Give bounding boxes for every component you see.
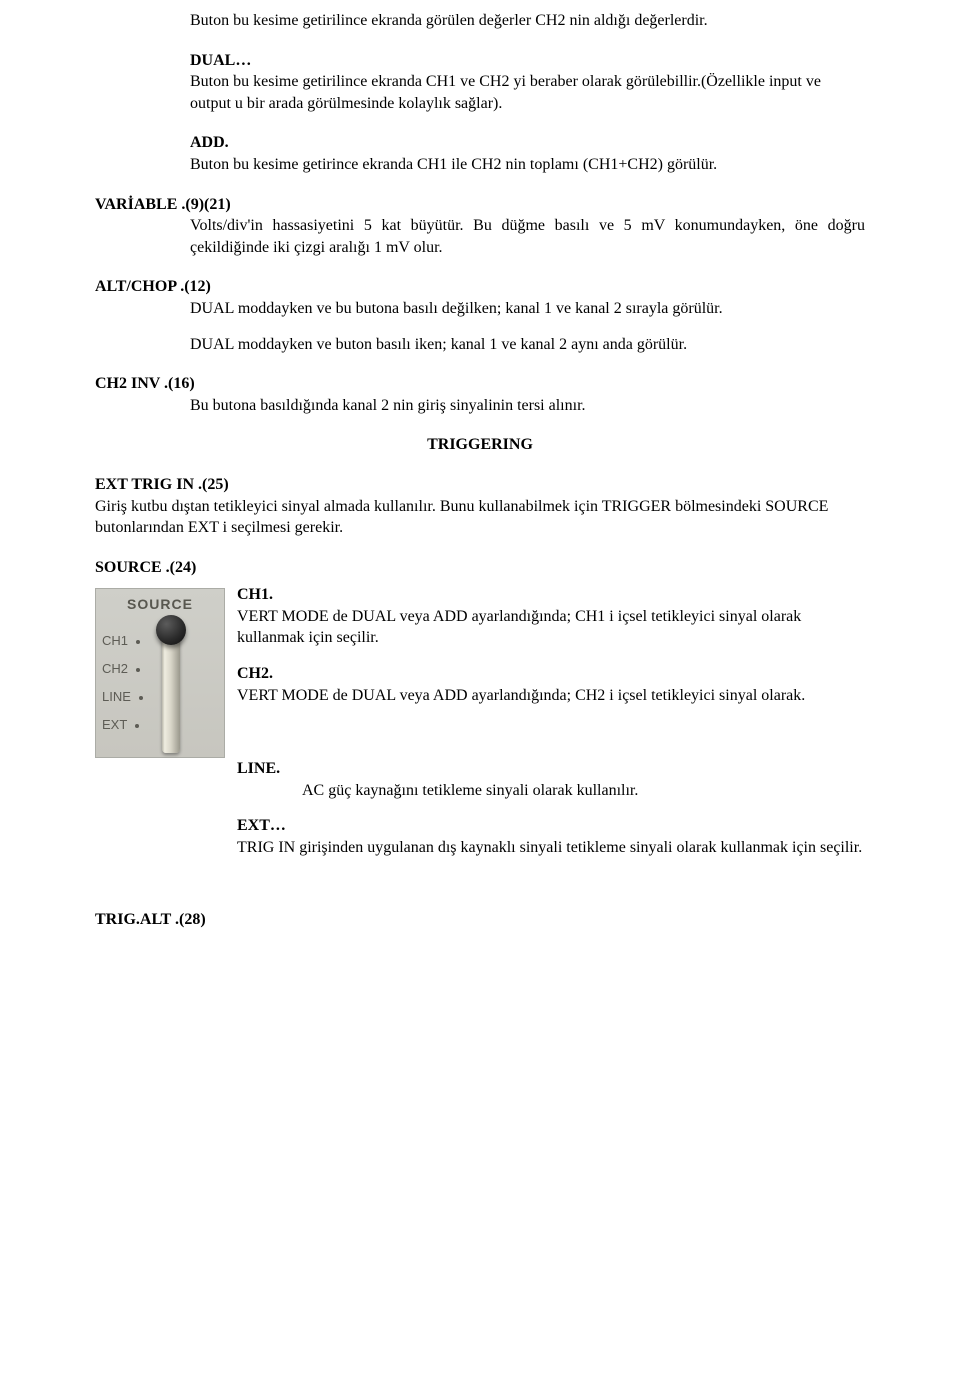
variable-head: VARİABLE .(9)(21)	[95, 196, 231, 213]
document-page: Buton bu kesime getirilince ekranda görü…	[0, 0, 960, 988]
variable-body: Volts/div'in hassasiyetini 5 kat büyütür…	[95, 215, 865, 258]
ch2inv-body: Bu butona basıldığında kanal 2 nin giriş…	[95, 395, 865, 417]
source-head: SOURCE .(24)	[95, 559, 196, 576]
source-continued: LINE. AC güç kaynağını tetikleme sinyali…	[95, 758, 865, 858]
knob-labels: CH1 CH2 LINE EXT	[102, 627, 143, 739]
source-ch2-body: VERT MODE de DUAL veya ADD ayarlandığınd…	[237, 685, 865, 707]
add-block: ADD. Buton bu kesime getirince ekranda C…	[95, 132, 865, 175]
source-line-body: AC güç kaynağını tetikleme sinyali olara…	[237, 780, 865, 802]
ext-trig-block: EXT TRIG IN .(25) Giriş kutbu dıştan tet…	[95, 474, 865, 539]
altchop-block: ALT/CHOP .(12) DUAL moddayken ve bu buto…	[95, 276, 865, 355]
add-head: ADD.	[190, 134, 229, 151]
knob-label-ch1: CH1	[102, 633, 128, 648]
variable-block: VARİABLE .(9)(21) Volts/div'in hassasiye…	[95, 194, 865, 259]
source-line-head: LINE.	[237, 760, 280, 777]
source-knob-image: SOURCE CH1 CH2 LINE EXT	[95, 588, 225, 758]
knob-tip	[156, 615, 186, 645]
altchop-head: ALT/CHOP .(12)	[95, 278, 211, 295]
source-ch2-head: CH2.	[237, 665, 273, 682]
source-ext-body: TRIG IN girişinden uygulanan dış kaynakl…	[237, 837, 865, 859]
altchop-body2: DUAL moddayken ve buton basılı iken; kan…	[95, 334, 865, 356]
dot-icon	[136, 640, 140, 644]
trig-alt-block: TRIG.ALT .(28)	[95, 909, 865, 931]
dot-icon	[136, 668, 140, 672]
trig-alt-head: TRIG.ALT .(28)	[95, 911, 206, 928]
ch2inv-block: CH2 INV .(16) Bu butona basıldığında kan…	[95, 373, 865, 416]
source-block: SOURCE .(24) SOURCE CH1 CH2 LINE EXT	[95, 557, 865, 859]
knob-label-ext: EXT	[102, 717, 127, 732]
source-ext-head: EXT…	[237, 817, 286, 834]
dual-block: DUAL… Buton bu kesime getirilince ekrand…	[95, 50, 865, 115]
intro-text: Buton bu kesime getirilince ekranda görü…	[190, 10, 865, 32]
knob-title: SOURCE	[96, 595, 224, 614]
dot-icon	[135, 724, 139, 728]
source-ch1-head: CH1.	[237, 586, 273, 603]
ext-trig-head: EXT TRIG IN .(25)	[95, 476, 229, 493]
dual-body: Buton bu kesime getirilince ekranda CH1 …	[190, 71, 865, 114]
dot-icon	[139, 696, 143, 700]
knob-label-ch2: CH2	[102, 661, 128, 676]
dual-head: DUAL…	[190, 52, 251, 69]
source-text-column: CH1. VERT MODE de DUAL veya ADD ayarland…	[237, 584, 865, 720]
ext-trig-body: Giriş kutbu dıştan tetikleyici sinyal al…	[95, 496, 865, 539]
source-ch1-body: VERT MODE de DUAL veya ADD ayarlandığınd…	[237, 606, 865, 649]
intro-block: Buton bu kesime getirilince ekranda görü…	[95, 10, 865, 32]
triggering-title: TRIGGERING	[95, 434, 865, 456]
knob-label-line: LINE	[102, 689, 131, 704]
ch2inv-head: CH2 INV .(16)	[95, 375, 195, 392]
add-body: Buton bu kesime getirince ekranda CH1 il…	[190, 154, 865, 176]
altchop-body1: DUAL moddayken ve bu butona basılı değil…	[95, 298, 865, 320]
